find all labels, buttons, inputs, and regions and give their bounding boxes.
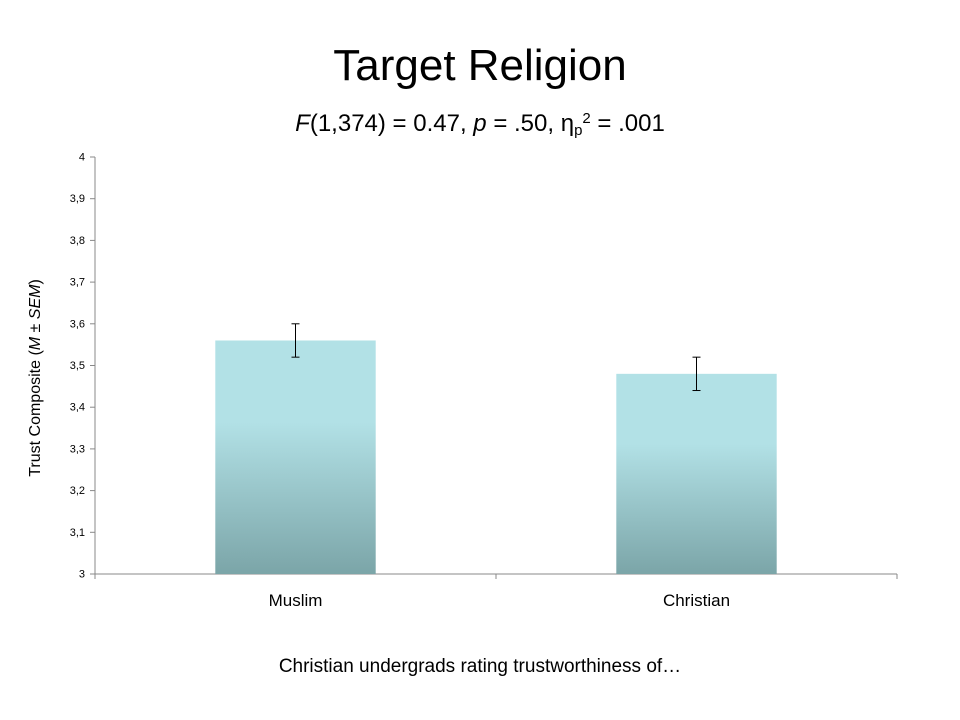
bar-muslim (215, 340, 376, 574)
x-tick-label: Christian (663, 591, 730, 610)
y-tick-label: 3 (79, 569, 85, 581)
y-tick-label: 3,9 (70, 193, 85, 205)
y-tick-label: 4 (79, 152, 85, 164)
bar-christian (616, 373, 777, 574)
y-tick-label: 3,5 (70, 360, 85, 372)
y-tick-label: 3,7 (70, 277, 85, 289)
chart-subtitle-stats: F(1,374) = 0.47, p = .50, ηp2 = .001 (295, 110, 665, 139)
chart-title: Target Religion (333, 41, 627, 90)
y-tick-label: 3,4 (70, 402, 85, 414)
y-tick-label: 3,3 (70, 443, 85, 455)
y-tick-label: 3,2 (70, 485, 85, 497)
y-tick-label: 3,1 (70, 527, 85, 539)
y-tick-label: 3,8 (70, 235, 85, 247)
x-axis-caption: Christian undergrads rating trustworthin… (278, 656, 682, 677)
x-tick-label: Muslim (269, 591, 323, 610)
y-tick-label: 3,6 (70, 318, 85, 330)
